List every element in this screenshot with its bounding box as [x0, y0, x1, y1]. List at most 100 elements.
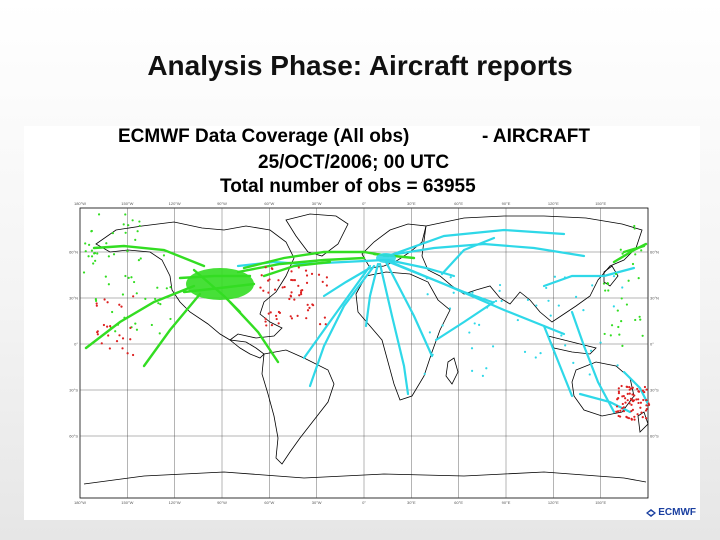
lon-tick-label-bottom: 150°W	[121, 500, 133, 505]
obs-point-cyan	[470, 369, 474, 372]
obs-point-red	[293, 279, 296, 282]
obs-point-green	[107, 283, 110, 286]
lat-tick-label-right: 60°S	[650, 434, 659, 439]
obs-point-cyan	[588, 373, 591, 376]
track-asia-australia	[570, 310, 616, 414]
obs-point-green	[92, 262, 95, 265]
obs-point-cyan	[452, 291, 455, 294]
obs-point-red	[107, 334, 110, 337]
obs-point-red	[639, 401, 643, 404]
obs-point-green	[94, 297, 97, 301]
obs-point-green	[156, 286, 159, 289]
track-europe-s-africa	[378, 262, 410, 396]
obs-point-cyan	[423, 372, 426, 375]
map-title-suffix: - AIRCRAFT	[482, 126, 590, 147]
obs-point-green	[165, 287, 168, 290]
obs-point-red	[121, 337, 125, 340]
north-america-coast	[95, 221, 295, 341]
obs-point-cyan	[470, 347, 474, 350]
obs-point-green	[109, 326, 112, 329]
obs-point-green	[638, 315, 641, 318]
obs-point-green	[620, 320, 623, 323]
obs-point-red	[277, 279, 280, 282]
obs-point-cyan	[553, 275, 556, 278]
lat-tick-label-left: 60°N	[69, 250, 78, 255]
obs-point-red	[267, 291, 270, 294]
obs-point-red	[277, 322, 280, 325]
obs-point-red	[323, 316, 326, 319]
obs-point-red	[325, 276, 328, 279]
lon-tick-label-bottom: 120°W	[169, 500, 181, 505]
lon-tick-label-bottom: 120°E	[548, 500, 559, 505]
track-europe-n-asia	[386, 228, 566, 258]
obs-point-red	[305, 317, 308, 320]
obs-point-cyan	[481, 374, 484, 377]
obs-point-green	[121, 293, 125, 296]
obs-point-cyan	[448, 307, 452, 310]
obs-point-red	[645, 399, 648, 402]
obs-point-red	[637, 398, 640, 401]
obs-point-cyan	[473, 322, 476, 325]
obs-point-green	[135, 328, 139, 331]
obs-point-cyan	[574, 295, 578, 298]
track-na-europe-1	[242, 250, 390, 270]
obs-point-red	[115, 340, 119, 343]
africa-coast	[355, 271, 451, 401]
obs-point-cyan	[523, 350, 527, 353]
lon-tick-label-top: 0°	[362, 201, 366, 206]
obs-point-red	[616, 398, 619, 401]
coastlines	[83, 213, 649, 485]
obs-point-green	[104, 275, 107, 278]
obs-point-red	[259, 286, 262, 289]
obs-point-red	[637, 401, 640, 405]
lon-tick-label-top: 90°W	[217, 201, 227, 206]
lon-tick-label-top: 90°E	[502, 201, 511, 206]
obs-point-green	[640, 249, 643, 252]
obs-point-red	[647, 402, 650, 405]
obs-point-red	[264, 317, 267, 320]
obs-point-green	[135, 292, 138, 295]
lon-tick-label-bottom: 0°	[362, 500, 366, 505]
obs-point-red	[628, 392, 631, 395]
obs-point-red	[264, 320, 267, 323]
obs-point-green	[94, 259, 97, 262]
obs-point-green	[105, 242, 108, 245]
obs-point-red	[106, 301, 109, 304]
obs-point-cyan	[526, 298, 530, 301]
obs-point-red	[641, 389, 644, 392]
obs-point-green	[107, 255, 110, 258]
track-na-asia-polar	[92, 244, 206, 268]
obs-point-red	[118, 303, 121, 306]
obs-point-cyan	[545, 286, 548, 290]
obs-point-cyan	[589, 349, 593, 352]
lon-tick-label-top: 30°E	[407, 201, 416, 206]
europe-traffic-cluster	[376, 253, 396, 263]
obs-point-cyan	[485, 367, 488, 370]
obs-point-green	[93, 252, 96, 255]
japan-coast	[603, 265, 619, 287]
track-europe-asia-north	[382, 242, 586, 258]
obs-point-red	[297, 266, 300, 269]
obs-point-red	[615, 405, 619, 408]
obs-point-red	[626, 392, 629, 395]
lon-tick-label-top: 150°W	[121, 201, 133, 206]
lon-tick-label-bottom: 90°W	[217, 500, 227, 505]
obs-point-red	[283, 285, 286, 289]
obs-point-red	[620, 384, 623, 388]
obs-point-red	[103, 298, 106, 301]
us-traffic-cluster	[186, 268, 254, 300]
madagascar-coast	[445, 357, 459, 385]
obs-point-red	[617, 392, 621, 395]
obs-point-red	[129, 326, 132, 329]
obs-point-green	[621, 344, 624, 347]
obs-point-red	[324, 323, 327, 326]
obs-point-red	[102, 323, 106, 327]
obs-point-cyan	[491, 345, 495, 348]
obs-point-red	[639, 406, 642, 409]
obs-point-red	[269, 311, 272, 314]
track-se-asia-south	[542, 324, 574, 398]
track-australia-west	[622, 370, 650, 406]
lon-tick-label-top: 30°W	[312, 201, 322, 206]
obs-point-red	[318, 323, 322, 326]
track-gulf	[386, 258, 456, 278]
